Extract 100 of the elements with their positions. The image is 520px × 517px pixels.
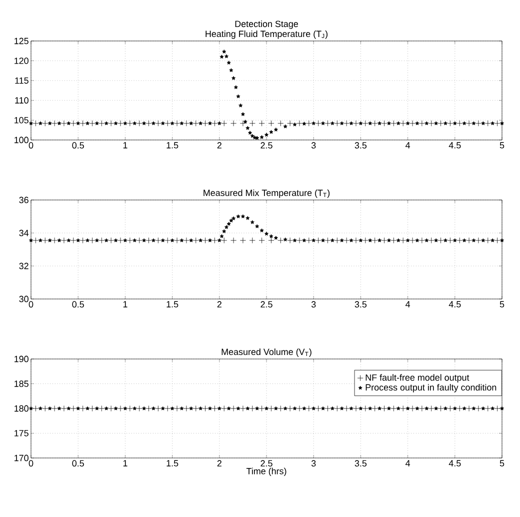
point: [118, 237, 124, 244]
x-tick-label: 0.5: [72, 460, 84, 467]
point: [189, 238, 194, 242]
x-axis-title: Time (hrs): [246, 468, 286, 476]
point: [438, 237, 444, 244]
point: [410, 237, 416, 244]
x-tick-label: 5: [500, 460, 504, 466]
x-tick-label: 0.5: [72, 142, 84, 149]
chart-title: Measured Mix Temperature (T$_{T}$): [204, 189, 330, 198]
x-tick-label: 4.5: [448, 301, 461, 308]
point: [108, 237, 114, 244]
point: [66, 238, 71, 242]
point: [386, 238, 391, 242]
x-tick-label: 0: [28, 460, 34, 467]
point: [230, 237, 237, 244]
point: [220, 234, 224, 238]
point: [490, 238, 495, 242]
point: [500, 238, 504, 242]
point: [268, 237, 274, 244]
point: [321, 238, 326, 242]
point: [481, 238, 486, 242]
point: [484, 237, 491, 244]
point: [434, 238, 438, 242]
point: [362, 237, 368, 244]
point: [94, 238, 99, 242]
y-tick-label: 30: [19, 296, 28, 302]
point: [174, 237, 180, 244]
x-tick-label: 5: [500, 142, 504, 148]
point: [330, 238, 334, 242]
point: [315, 237, 322, 244]
x-tick-label: 2.5: [260, 460, 272, 467]
x-tick-label: 1: [123, 301, 128, 308]
point: [312, 238, 316, 242]
point: [415, 238, 420, 242]
point: [164, 237, 171, 244]
point: [70, 237, 76, 244]
point: [278, 237, 284, 244]
point: [42, 237, 48, 244]
point: [32, 237, 39, 244]
point: [180, 238, 184, 242]
x-tick-label: 4: [406, 460, 410, 466]
point: [48, 238, 52, 242]
point: [89, 237, 96, 244]
x-tick-label: 3.5: [354, 301, 367, 308]
point: [212, 237, 218, 244]
point: [76, 238, 80, 242]
point: [57, 238, 62, 242]
x-tick-label: 1.5: [166, 460, 178, 466]
point: [475, 237, 482, 244]
x-tick-label: 1.5: [166, 301, 178, 308]
point: [260, 228, 264, 232]
y-tick-label: 190: [14, 356, 28, 362]
point: [472, 238, 476, 242]
y-tick-label: 170: [14, 454, 28, 462]
point: [324, 237, 331, 244]
chart-subtitle: Heating Fluid Temperature (T$_{J}$): [206, 30, 328, 39]
point: [400, 237, 406, 244]
x-tick-label: 3: [311, 142, 316, 149]
y-tick-label: 180: [14, 405, 28, 412]
point: [456, 237, 463, 244]
point: [192, 237, 199, 244]
point: [378, 238, 382, 242]
x-tick-label: 2: [217, 301, 222, 308]
point: [86, 238, 90, 242]
point: [123, 238, 128, 242]
point: [302, 238, 306, 242]
x-tick-label: 3.5: [354, 460, 367, 467]
y-tick-label: 175: [14, 430, 28, 436]
x-tick-label: 2: [217, 142, 222, 148]
point: [224, 225, 228, 229]
x-tick-label: 2: [217, 460, 222, 466]
point: [418, 237, 425, 244]
x-tick-label: 0.5: [72, 301, 84, 308]
point: [155, 237, 162, 244]
point: [344, 237, 350, 244]
point: [292, 238, 297, 242]
point: [151, 238, 156, 242]
y-tick-label: 36: [19, 196, 28, 204]
point: [340, 238, 344, 242]
point: [494, 237, 500, 244]
point: [274, 236, 278, 240]
point: [396, 238, 400, 242]
point: [236, 214, 240, 218]
point: [406, 238, 410, 242]
y-tick-label: 120: [14, 58, 28, 64]
point: [443, 238, 448, 242]
x-tick-label: 3: [311, 460, 316, 467]
y-tick-label: 34: [19, 230, 29, 236]
legend-label: Process output in faulty condition: [366, 384, 496, 392]
point: [372, 237, 378, 244]
chart-title: Measured Volume (V$_{T}$): [222, 348, 312, 357]
point: [250, 220, 254, 224]
y-tick-label: 100: [14, 136, 28, 144]
legend-label: NF fault-free model output: [366, 374, 470, 382]
point: [334, 237, 340, 244]
y-tick-label: 125: [14, 38, 28, 44]
point: [29, 238, 34, 242]
point: [390, 237, 397, 244]
point: [246, 216, 250, 220]
x-tick-label: 1: [123, 460, 128, 466]
